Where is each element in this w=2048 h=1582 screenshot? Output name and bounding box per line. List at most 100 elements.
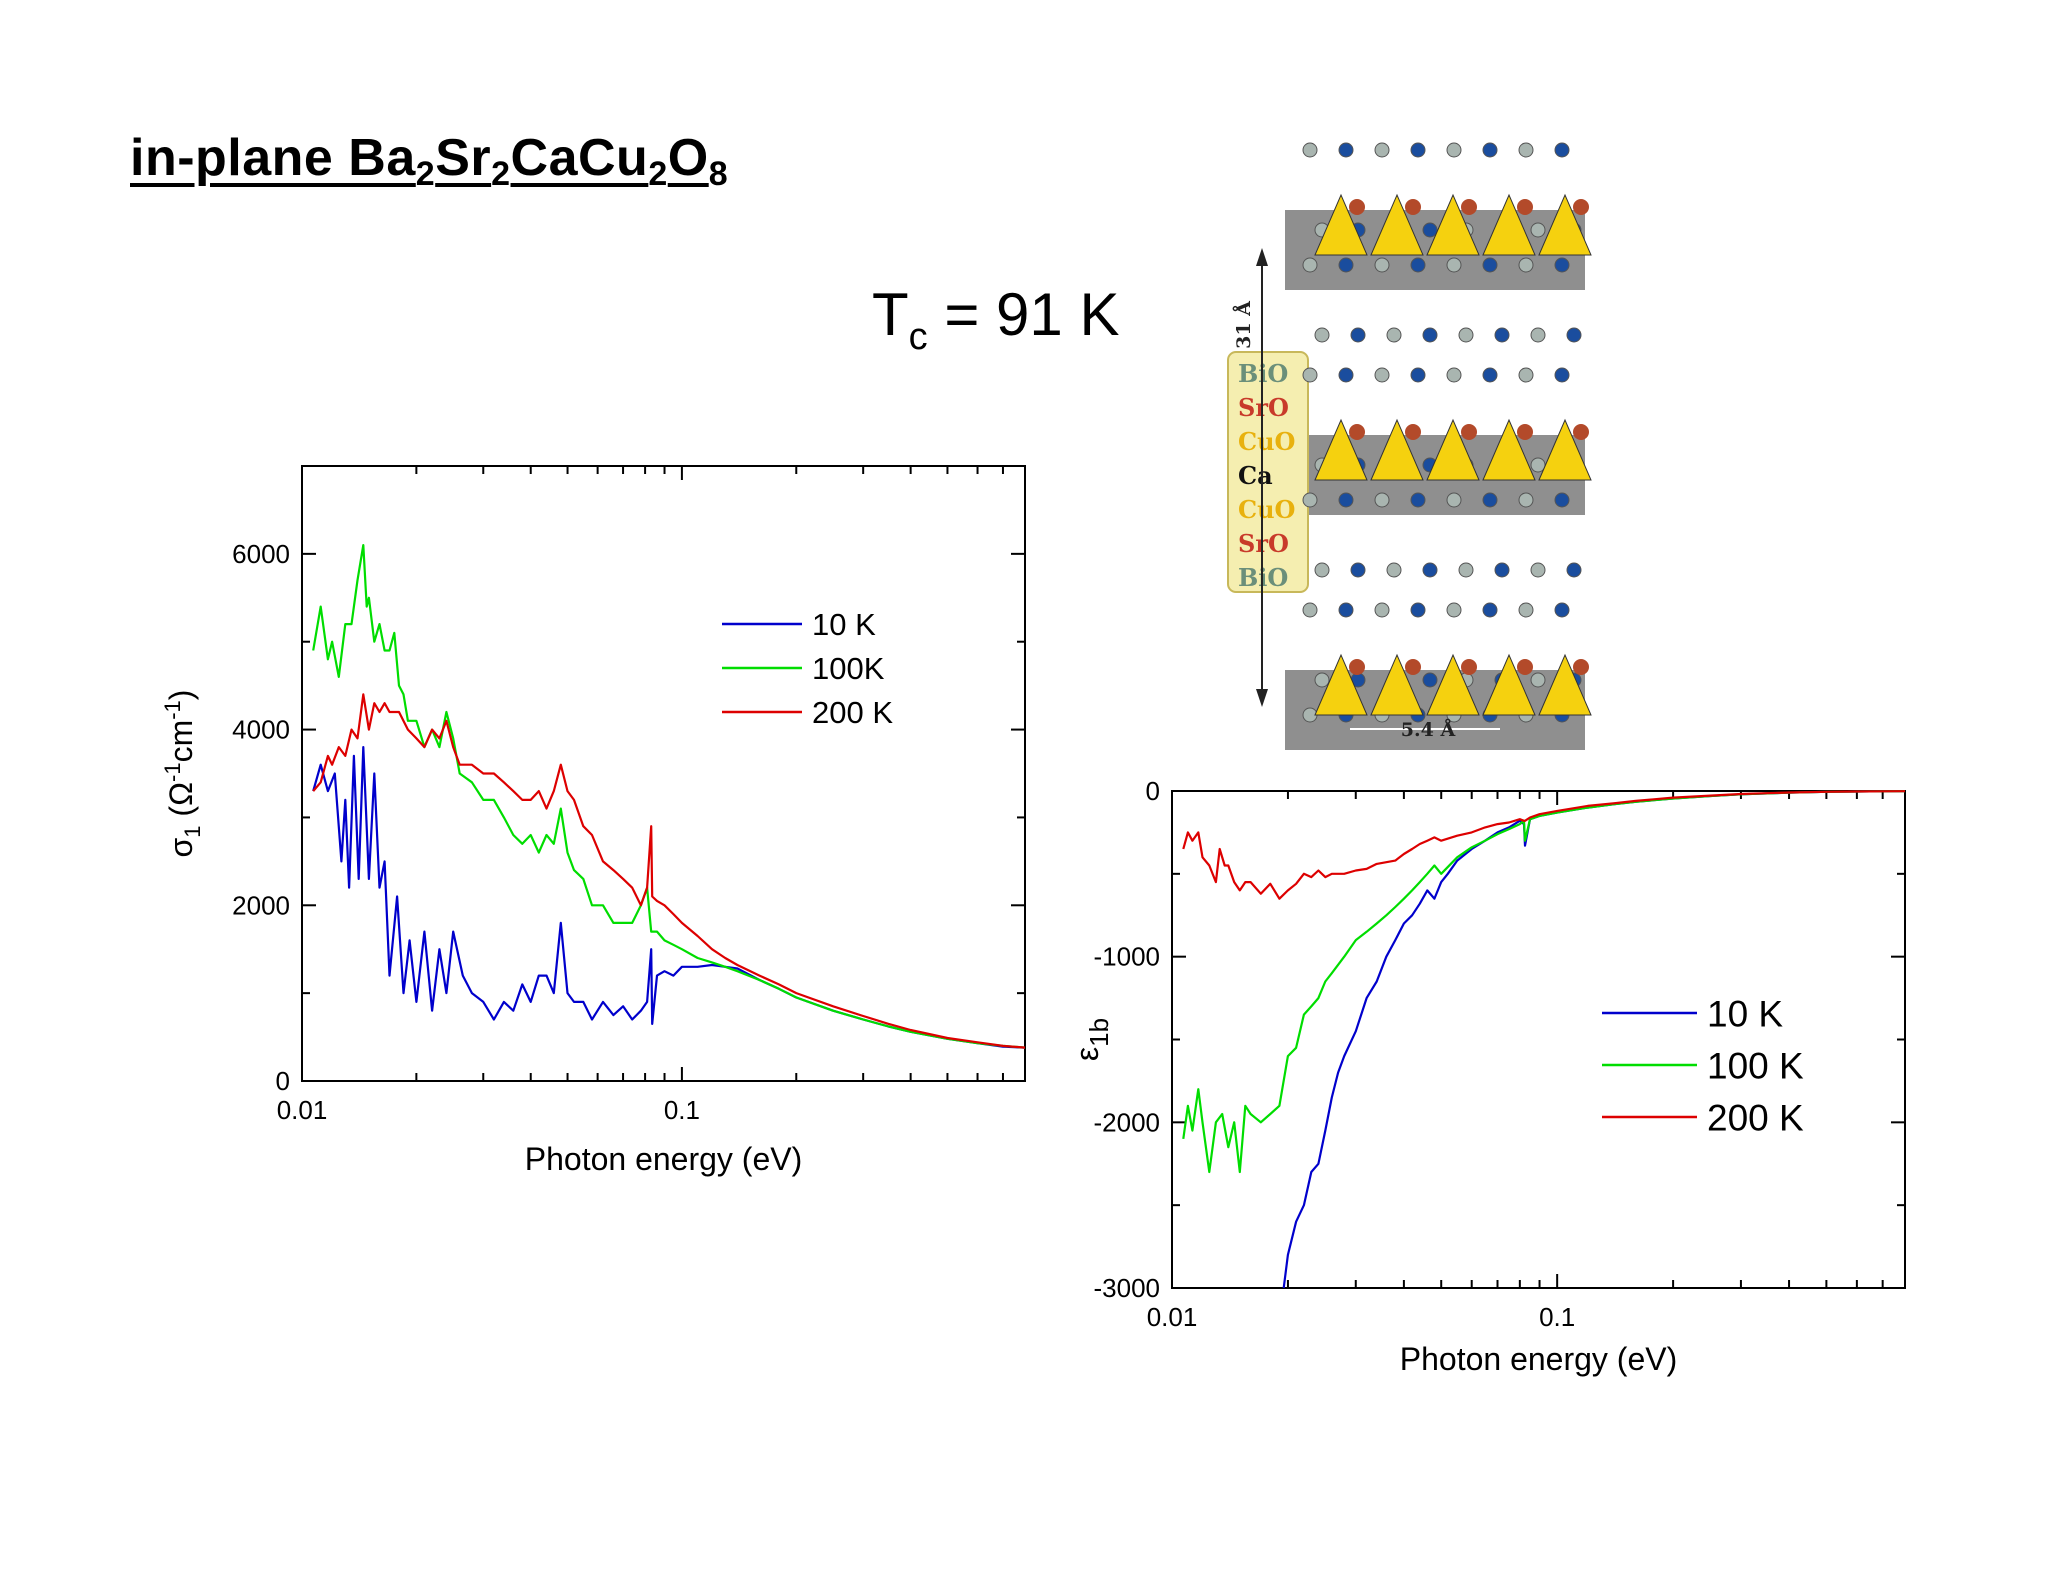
sr-atom — [1405, 424, 1421, 440]
x-tick-label: 0.01 — [1147, 1302, 1198, 1332]
legend-label: 200 K — [1707, 1097, 1804, 1138]
atom — [1374, 257, 1390, 273]
atom — [1410, 602, 1426, 618]
atom — [1314, 327, 1330, 343]
layer-label: SrO — [1238, 529, 1289, 558]
sr-atom — [1461, 659, 1477, 675]
atom — [1482, 492, 1498, 508]
atom — [1302, 492, 1318, 508]
atom — [1350, 562, 1366, 578]
atom — [1386, 327, 1402, 343]
sr-atom — [1517, 199, 1533, 215]
layer-label: CuO — [1238, 427, 1295, 456]
atom — [1566, 562, 1582, 578]
cuo-pyramid — [1426, 418, 1480, 481]
series-line — [312, 543, 1026, 1049]
y-axis-title: ε1b — [1069, 1018, 1114, 1061]
atom — [1518, 142, 1534, 158]
atom — [1554, 602, 1570, 618]
layer-labels: BiO SrO CuO Ca CuO SrO BiO — [1238, 359, 1295, 592]
atom — [1530, 562, 1546, 578]
slide-title: in-plane Ba2Sr2CaCu2O8 — [130, 129, 729, 193]
cuo-pyramid — [1314, 653, 1368, 716]
sr-atom — [1405, 199, 1421, 215]
atom — [1446, 142, 1462, 158]
atom — [1338, 257, 1354, 273]
y-tick-label: 0 — [1146, 776, 1160, 806]
series-line — [1182, 790, 1906, 900]
y-tick-label: 0 — [276, 1066, 290, 1096]
layer-label: SrO — [1238, 393, 1289, 422]
atom — [1302, 367, 1318, 383]
series-line — [1282, 790, 1906, 1289]
cuo-pyramid — [1370, 193, 1424, 256]
atom — [1302, 142, 1318, 158]
atom — [1494, 562, 1510, 578]
cuo-pyramid — [1482, 418, 1536, 481]
atom — [1374, 367, 1390, 383]
y-tick-label: -2000 — [1094, 1107, 1161, 1137]
x-tick-label: 0.1 — [1539, 1302, 1575, 1332]
atom — [1530, 672, 1546, 688]
atom — [1494, 327, 1510, 343]
sr-atom — [1517, 424, 1533, 440]
atom — [1386, 562, 1402, 578]
sr-atom — [1573, 424, 1589, 440]
sr-atom — [1349, 199, 1365, 215]
atom — [1422, 222, 1438, 238]
a-axis-label: 5.4 Å — [1401, 718, 1456, 741]
legend-label: 200 K — [812, 695, 893, 730]
atom — [1410, 367, 1426, 383]
atom — [1446, 367, 1462, 383]
cuo-pyramid — [1538, 193, 1592, 256]
atom — [1422, 327, 1438, 343]
atom — [1338, 142, 1354, 158]
atom — [1482, 602, 1498, 618]
c-axis-label: 31 Å — [1232, 301, 1255, 349]
atom — [1482, 142, 1498, 158]
atom — [1422, 672, 1438, 688]
layer-label: Ca — [1238, 461, 1273, 490]
series-line — [1182, 790, 1906, 1174]
sr-atom — [1461, 424, 1477, 440]
atom — [1314, 562, 1330, 578]
atom — [1410, 142, 1426, 158]
cuo-pyramid — [1482, 193, 1536, 256]
atom — [1314, 672, 1330, 688]
layer-label: BiO — [1238, 563, 1288, 592]
atom-sites — [1302, 142, 1592, 723]
atom — [1518, 257, 1534, 273]
atom — [1374, 602, 1390, 618]
critical-temperature-label: Tc = 91 K — [872, 281, 1120, 358]
sr-atom — [1573, 659, 1589, 675]
plot-frame — [1171, 790, 1906, 1289]
cuo-pyramid — [1426, 653, 1480, 716]
atom — [1554, 367, 1570, 383]
x-tick-label: 0.1 — [664, 1095, 700, 1125]
c-axis-arrow — [1256, 248, 1268, 707]
atom — [1554, 257, 1570, 273]
atom — [1302, 257, 1318, 273]
cuo-pyramid — [1370, 418, 1424, 481]
legend-label: 10 K — [1707, 993, 1783, 1034]
x-axis-title: Photon energy (eV) — [1400, 1341, 1678, 1377]
sr-atom — [1573, 199, 1589, 215]
atom — [1422, 562, 1438, 578]
atom — [1338, 492, 1354, 508]
atom — [1302, 602, 1318, 618]
cuo-pyramid — [1314, 418, 1368, 481]
sr-atom — [1461, 199, 1477, 215]
legend-label: 100K — [812, 651, 885, 686]
sr-atom — [1517, 659, 1533, 675]
cuo-pyramid — [1538, 653, 1592, 716]
y-tick-label: 4000 — [232, 715, 290, 745]
atom — [1338, 367, 1354, 383]
sr-atom — [1349, 424, 1365, 440]
atom — [1530, 222, 1546, 238]
plot-area: 0.01 0.1 0 2000 4000 6000 10 K 100K 200 K — [232, 465, 1026, 1125]
atom — [1458, 327, 1474, 343]
atom — [1530, 327, 1546, 343]
cuo-pyramid — [1538, 418, 1592, 481]
atom — [1446, 257, 1462, 273]
